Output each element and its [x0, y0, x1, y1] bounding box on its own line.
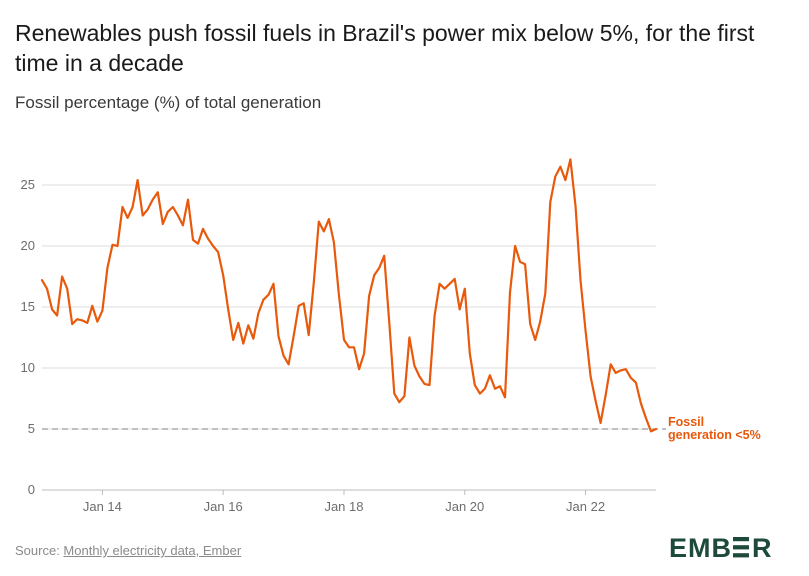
- chart-subtitle: Fossil percentage (%) of total generatio…: [15, 93, 322, 112]
- source-note: Source: Monthly electricity data, Ember: [15, 543, 241, 558]
- annotation-line-1: Fossil: [668, 415, 704, 429]
- y-tick-label: 10: [21, 360, 35, 375]
- y-tick-label: 0: [28, 482, 35, 497]
- x-tick-label: Jan 18: [324, 499, 363, 514]
- chart-title: Renewables push fossil fuels in Brazil's…: [15, 20, 755, 76]
- y-tick-label: 25: [21, 177, 35, 192]
- source-prefix: Source:: [15, 543, 64, 558]
- y-tick-label: 5: [28, 421, 35, 436]
- annotation-line-2: generation <5%: [668, 428, 761, 442]
- x-tick-label: Jan 20: [445, 499, 484, 514]
- x-tick-label: Jan 14: [83, 499, 122, 514]
- y-tick-label: 20: [21, 238, 35, 253]
- series-line-fossil-share: [40, 158, 658, 433]
- x-tick-label: Jan 22: [566, 499, 605, 514]
- source-link[interactable]: Monthly electricity data, Ember: [63, 543, 242, 558]
- ember-logo: EMB R: [669, 533, 772, 562]
- x-tick-label: Jan 16: [204, 499, 243, 514]
- y-tick-label: 15: [21, 299, 35, 314]
- svg-text:R: R: [752, 533, 772, 562]
- svg-text:EMB: EMB: [669, 533, 732, 562]
